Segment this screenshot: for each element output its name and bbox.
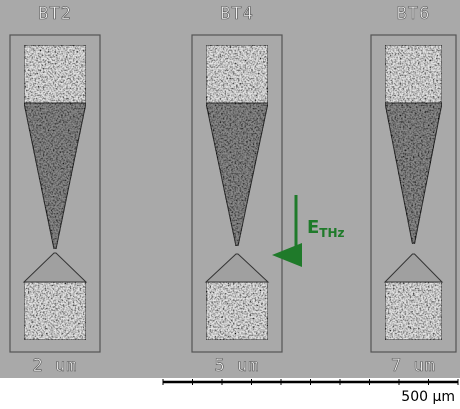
micrograph: BT2 2 um BT4 5 um BT6 7 um ETHz 500 µm xyxy=(0,0,460,409)
bottom-pad xyxy=(385,282,442,340)
gap-label: 2 um xyxy=(33,356,78,376)
gap-label: 5 um xyxy=(215,356,260,376)
scale-label: 500 µm xyxy=(401,389,455,405)
bottom-pad xyxy=(24,282,86,340)
device-name: BT2 xyxy=(38,4,72,24)
gap-label: 7 um xyxy=(391,356,436,376)
bottom-pad xyxy=(206,282,268,340)
scale-bar: 500 µm xyxy=(163,379,458,405)
field-sub: THz xyxy=(319,226,344,240)
top-pad xyxy=(206,45,268,103)
top-pad xyxy=(24,45,86,103)
top-pad xyxy=(385,45,442,103)
device-name: BT4 xyxy=(220,4,254,24)
field-main: E xyxy=(307,217,319,238)
device-name: BT6 xyxy=(397,4,431,24)
